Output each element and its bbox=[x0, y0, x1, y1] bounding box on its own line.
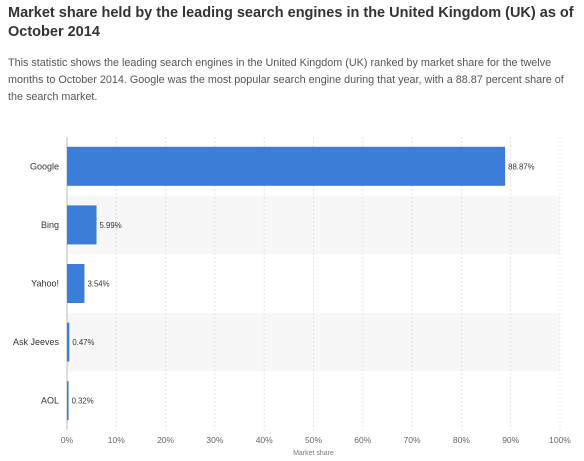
chart-description: This statistic shows the leading search … bbox=[8, 57, 564, 103]
bar bbox=[67, 146, 506, 186]
x-tick-label: 60% bbox=[354, 435, 371, 445]
bar bbox=[67, 205, 97, 245]
category-label: Bing bbox=[41, 220, 59, 230]
x-tick-label: 100% bbox=[549, 435, 571, 445]
x-axis-title: Market share bbox=[293, 450, 334, 457]
x-tick-label: 20% bbox=[157, 435, 174, 445]
data-label: 5.99% bbox=[100, 221, 122, 230]
x-tick-labels: 0% 10% 20% 30% 40% 50% 60% 70% 80% 90% 100% bbox=[61, 435, 571, 445]
bar bbox=[67, 381, 69, 421]
x-tick-label: 30% bbox=[206, 435, 223, 445]
category-label: Google bbox=[30, 161, 59, 171]
x-tick-label: 80% bbox=[453, 435, 470, 445]
x-tick-label: 90% bbox=[502, 435, 519, 445]
category-label: Yahoo! bbox=[31, 279, 59, 289]
chart-title: Market share held by the leading search … bbox=[8, 5, 574, 40]
data-label: 3.54% bbox=[87, 280, 109, 289]
x-tick-label: 0% bbox=[61, 435, 74, 445]
data-label: 0.47% bbox=[72, 338, 94, 347]
bars bbox=[67, 146, 506, 421]
x-tick-label: 40% bbox=[256, 435, 273, 445]
category-labels: Google Bing Yahoo! Ask Jeeves AOL bbox=[13, 161, 60, 405]
data-label: 88.87% bbox=[508, 162, 535, 171]
gridlines bbox=[66, 137, 561, 430]
bar bbox=[67, 322, 70, 362]
x-tick-label: 70% bbox=[404, 435, 421, 445]
x-tick-label: 10% bbox=[108, 435, 125, 445]
category-label: AOL bbox=[41, 396, 59, 406]
x-tick-label: 50% bbox=[305, 435, 322, 445]
data-labels: 88.87% 5.99% 3.54% 0.47% 0.32% bbox=[72, 162, 535, 405]
data-label: 0.32% bbox=[72, 397, 94, 406]
category-label: Ask Jeeves bbox=[13, 337, 60, 347]
bar bbox=[67, 264, 85, 303]
